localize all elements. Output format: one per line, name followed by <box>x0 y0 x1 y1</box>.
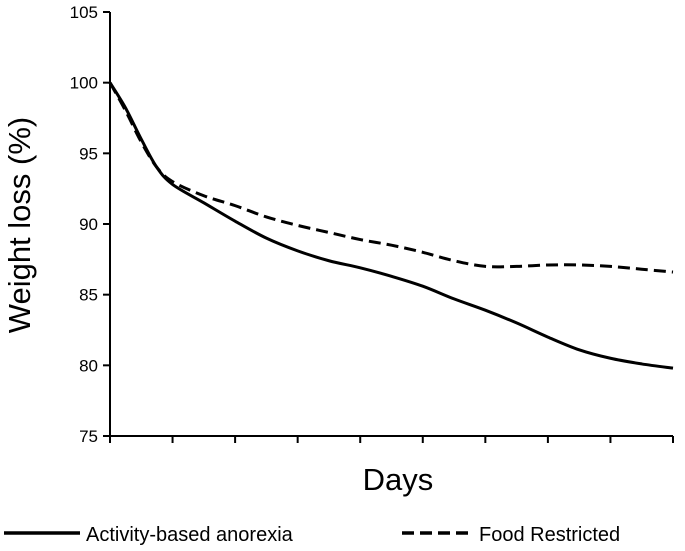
y-tick-label: 90 <box>79 215 98 234</box>
y-axis-title: Weight loss (%) <box>2 117 37 334</box>
y-axis-ticks <box>103 11 110 437</box>
y-tick-label: 85 <box>79 286 98 305</box>
y-tick-label: 75 <box>79 427 98 446</box>
x-axis-ticks <box>109 436 674 443</box>
y-tick-label: 95 <box>79 144 98 163</box>
y-tick-label: 80 <box>79 356 98 375</box>
y-axis-tick-labels: 75 80 85 90 95 100 105 <box>70 3 98 446</box>
legend: Activity-based anorexia Food Restricted <box>4 524 620 546</box>
y-tick-label: 100 <box>70 74 98 93</box>
legend-label-food-restricted: Food Restricted <box>479 524 620 546</box>
x-axis-title: Days <box>363 462 434 497</box>
series-line-food-restricted <box>108 81 674 274</box>
legend-label-activity-based-anorexia: Activity-based anorexia <box>86 524 294 546</box>
series-lines <box>108 81 674 370</box>
series-line-activity-based-anorexia <box>108 81 674 370</box>
y-tick-label: 105 <box>70 3 98 22</box>
